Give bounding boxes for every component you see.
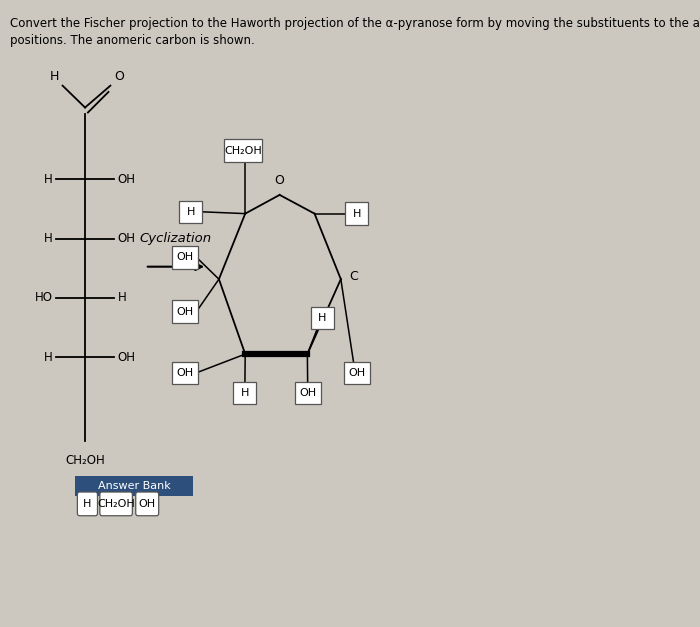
Text: Convert the Fischer projection to the Haworth projection of the α-pyranose form : Convert the Fischer projection to the Ha… xyxy=(10,17,700,47)
Text: Cyclization: Cyclization xyxy=(140,232,212,245)
Text: H: H xyxy=(241,387,249,398)
FancyBboxPatch shape xyxy=(76,477,192,496)
Text: CH₂OH: CH₂OH xyxy=(65,454,105,467)
Text: OH: OH xyxy=(139,499,156,509)
Text: H: H xyxy=(83,499,92,509)
Text: OH: OH xyxy=(349,368,365,378)
Text: C: C xyxy=(349,270,358,283)
Text: OH: OH xyxy=(118,350,136,364)
FancyBboxPatch shape xyxy=(136,492,159,516)
FancyBboxPatch shape xyxy=(179,201,202,223)
Text: CH₂OH: CH₂OH xyxy=(224,145,262,155)
FancyBboxPatch shape xyxy=(311,307,334,329)
Text: H: H xyxy=(44,173,52,186)
Text: HO: HO xyxy=(34,292,52,304)
FancyBboxPatch shape xyxy=(172,246,198,268)
Text: H: H xyxy=(318,313,326,323)
Text: H: H xyxy=(118,292,126,304)
FancyBboxPatch shape xyxy=(172,362,198,384)
FancyBboxPatch shape xyxy=(224,139,262,162)
FancyBboxPatch shape xyxy=(233,382,256,404)
Text: H: H xyxy=(44,232,52,245)
FancyBboxPatch shape xyxy=(344,362,370,384)
Text: Answer Bank: Answer Bank xyxy=(98,481,170,491)
FancyBboxPatch shape xyxy=(345,203,368,225)
FancyBboxPatch shape xyxy=(295,382,321,404)
Text: H: H xyxy=(44,350,52,364)
Text: H: H xyxy=(50,70,59,83)
Text: OH: OH xyxy=(176,368,193,378)
FancyBboxPatch shape xyxy=(78,492,97,516)
Text: OH: OH xyxy=(118,232,136,245)
Text: H: H xyxy=(352,209,361,219)
Text: OH: OH xyxy=(176,307,193,317)
FancyBboxPatch shape xyxy=(172,300,198,323)
Text: OH: OH xyxy=(300,387,316,398)
Text: CH₂OH: CH₂OH xyxy=(97,499,135,509)
Text: O: O xyxy=(274,174,285,187)
Text: OH: OH xyxy=(176,252,193,262)
Text: H: H xyxy=(186,207,195,217)
Text: OH: OH xyxy=(118,173,136,186)
FancyBboxPatch shape xyxy=(100,492,132,516)
Text: O: O xyxy=(114,70,124,83)
